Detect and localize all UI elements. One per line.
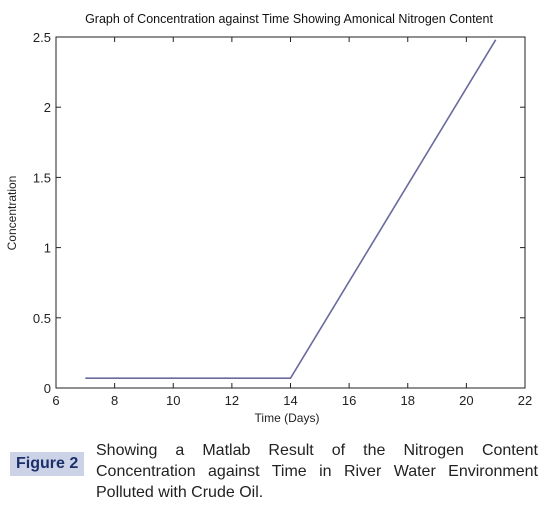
x-tick-label: 18	[401, 393, 415, 408]
chart: Graph of Concentration against Time Show…	[5, 12, 532, 425]
x-tick-label: 10	[166, 393, 180, 408]
x-tick-label: 16	[342, 393, 356, 408]
x-tick-label: 22	[518, 393, 532, 408]
figure-caption-text: Showing a Matlab Result of the Nitrogen …	[96, 442, 538, 501]
y-tick-label: 0.5	[33, 311, 51, 326]
y-tick-label: 1.5	[33, 170, 51, 185]
x-axis-title: Time (Days)	[255, 411, 320, 425]
y-tick-label: 2	[44, 100, 51, 115]
x-tick-label: 14	[283, 393, 297, 408]
y-tick-label: 0	[44, 381, 51, 396]
y-tick-label: 2.5	[33, 30, 51, 45]
x-tick-label: 8	[111, 393, 118, 408]
y-tick-label: 1	[44, 241, 51, 256]
x-tick-label: 6	[52, 393, 59, 408]
series-group	[85, 39, 497, 379]
x-tick-label: 12	[225, 393, 239, 408]
figure-caption: Figure 2 Showing a Matlab Result of the …	[10, 440, 540, 510]
plot-frame	[55, 36, 526, 389]
axis-ticks	[55, 36, 526, 389]
y-tick-labels: 0 0.5 1 1.5 2 2.5	[33, 30, 51, 396]
figure-label: Figure 2	[10, 452, 85, 476]
y-axis-title: Concentration	[5, 176, 19, 251]
chart-title: Graph of Concentration against Time Show…	[85, 12, 493, 26]
x-tick-labels: 6 8 10 12 14 16 18 20 22	[52, 393, 532, 408]
x-tick-label: 20	[459, 393, 473, 408]
series-line	[85, 39, 497, 379]
